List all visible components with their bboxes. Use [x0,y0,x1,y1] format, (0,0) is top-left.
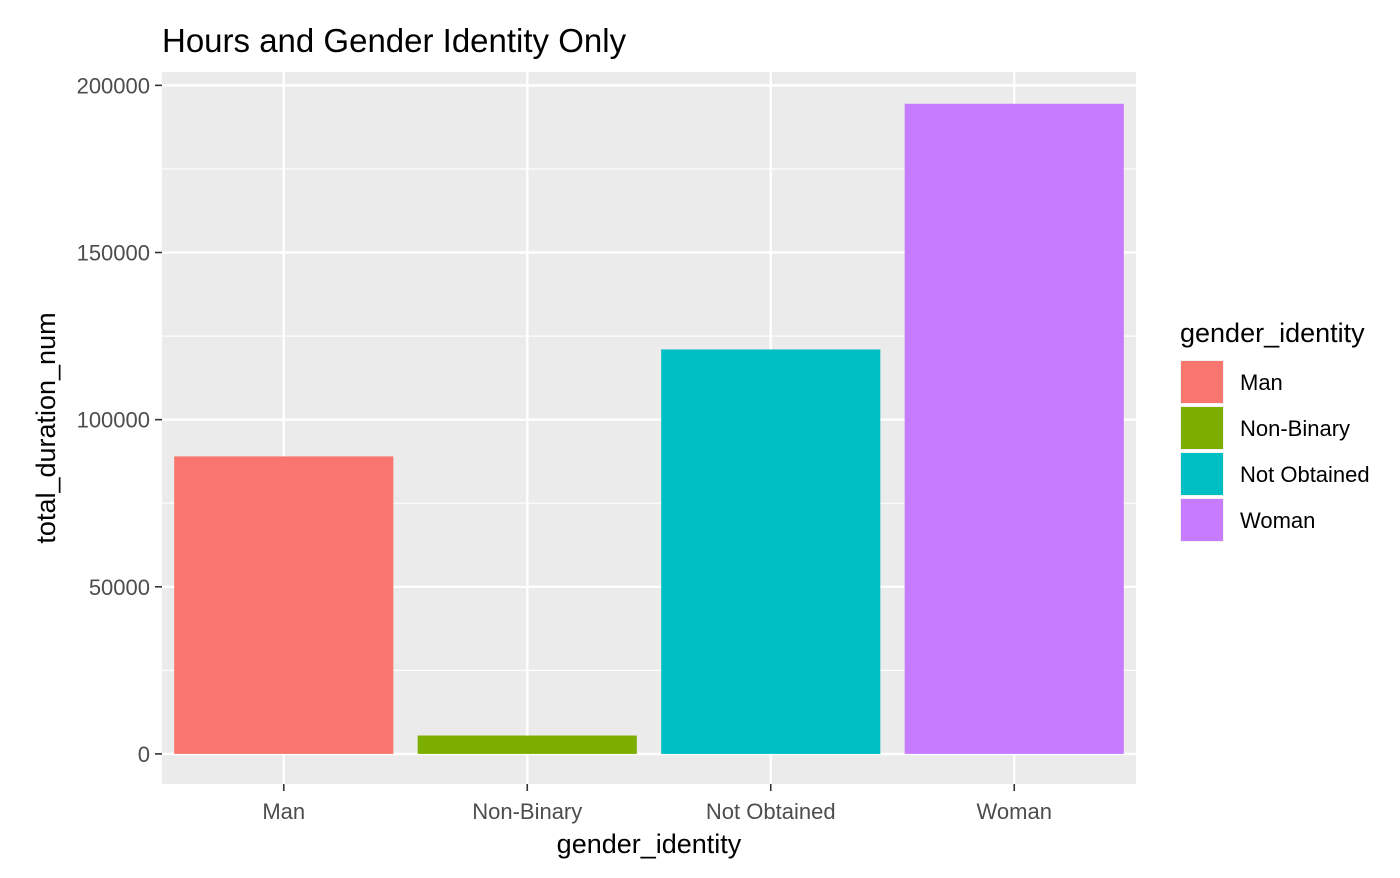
x-axis-title: gender_identity [557,829,742,859]
plot-panel [162,72,1136,784]
y-tick-label: 200000 [77,73,150,98]
y-axis: 0 50000 100000 150000 200000 [77,73,162,767]
x-tick-label: Non-Binary [472,799,582,824]
legend-key-non-binary [1181,407,1223,449]
x-tick-label: Not Obtained [706,799,836,824]
x-axis: Man Non-Binary Not Obtained Woman [262,784,1052,824]
x-tick-label: Man [262,799,305,824]
legend-key-not-obtained [1181,453,1223,495]
y-tick-label: 100000 [77,408,150,433]
legend-title: gender_identity [1180,318,1365,348]
chart-title: Hours and Gender Identity Only [162,22,627,59]
bar-man [174,456,394,754]
legend-label: Man [1240,370,1283,395]
bar-woman [904,103,1124,754]
x-tick-label: Woman [977,799,1052,824]
bar-not-obtained [661,349,881,754]
legend-key-man [1181,361,1223,403]
legend-label: Woman [1240,508,1315,533]
legend-label: Non-Binary [1240,416,1350,441]
legend-key-woman [1181,499,1223,541]
y-tick-label: 50000 [89,575,150,600]
bar-non-binary [417,735,637,754]
legend-label: Not Obtained [1240,462,1370,487]
y-tick-label: 0 [138,742,150,767]
legend: gender_identity Man Non-Binary Not Obtaine… [1180,318,1370,542]
y-tick-label: 150000 [77,241,150,266]
y-axis-title: total_duration_num [31,312,61,543]
